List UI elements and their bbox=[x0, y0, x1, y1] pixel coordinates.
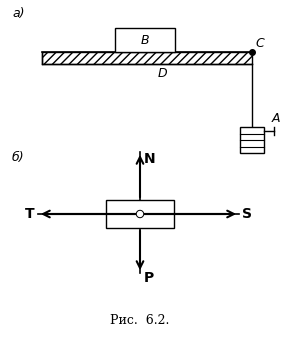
Text: T: T bbox=[25, 207, 35, 221]
Text: N: N bbox=[144, 152, 156, 166]
Bar bbox=[42, 52, 252, 64]
Text: A: A bbox=[272, 112, 281, 125]
Text: S: S bbox=[242, 207, 252, 221]
Text: б): б) bbox=[12, 151, 24, 164]
Bar bbox=[115, 28, 175, 52]
Bar bbox=[106, 200, 174, 228]
Bar bbox=[240, 127, 264, 153]
Text: P: P bbox=[144, 271, 154, 285]
Circle shape bbox=[137, 211, 143, 216]
Text: D: D bbox=[157, 67, 167, 80]
Circle shape bbox=[136, 210, 144, 217]
Text: C: C bbox=[255, 37, 264, 50]
Text: a): a) bbox=[12, 7, 24, 20]
Text: Рис.  6.2.: Рис. 6.2. bbox=[110, 314, 170, 327]
Text: B: B bbox=[141, 34, 149, 46]
